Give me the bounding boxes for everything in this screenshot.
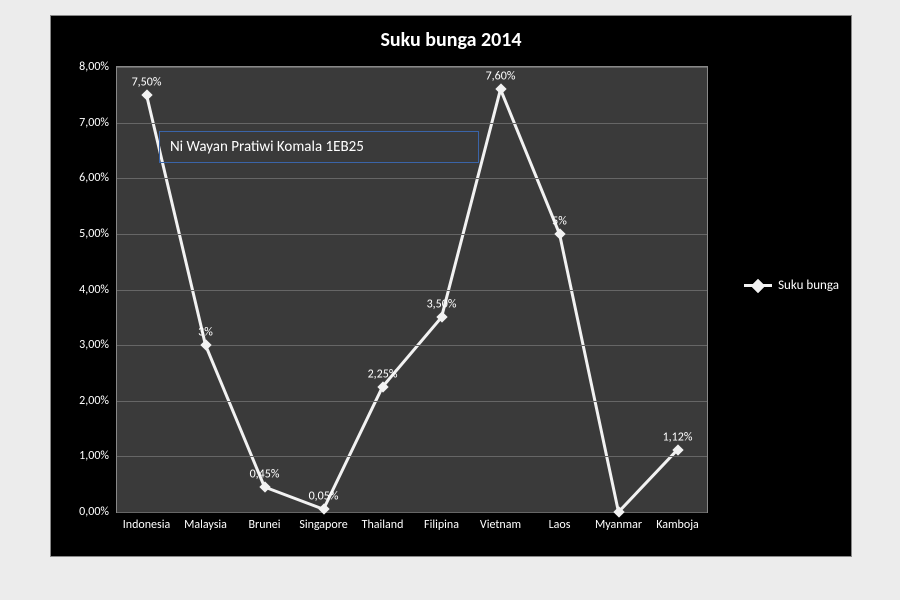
- x-tick-label: Malaysia: [184, 512, 227, 532]
- data-label: 3,50%: [427, 298, 457, 312]
- y-tick-label: 6,00%: [79, 171, 117, 185]
- data-label: 7,50%: [132, 75, 162, 89]
- x-tick-label: Thailand: [362, 512, 404, 532]
- y-tick-label: 3,00%: [79, 338, 117, 352]
- gridline: [117, 123, 707, 124]
- chart-frame: Suku bunga 2014 0,00% 1,00% 2,00% 3,00% 4,00…: [50, 15, 852, 557]
- legend: Suku bunga: [744, 278, 839, 293]
- y-tick-label: 0,00%: [79, 505, 117, 519]
- x-tick-label: Kamboja: [656, 512, 699, 532]
- x-tick-label: Vietnam: [480, 512, 521, 532]
- data-label: 7,60%: [486, 70, 516, 84]
- legend-marker: [744, 284, 772, 287]
- data-label: 0,45%: [250, 467, 280, 481]
- gridline: [117, 234, 707, 235]
- overlay-text: Ni Wayan Pratiwi Komala 1EB25: [170, 138, 364, 156]
- overlay-text-box: Ni Wayan Pratiwi Komala 1EB25: [159, 131, 479, 163]
- gridline: [117, 67, 707, 68]
- y-tick-label: 5,00%: [79, 227, 117, 241]
- data-label: 1,12%: [663, 430, 693, 444]
- y-tick-label: 8,00%: [79, 60, 117, 74]
- legend-label: Suku bunga: [778, 278, 839, 293]
- y-tick-label: 1,00%: [79, 449, 117, 463]
- x-tick-label: Filipina: [424, 512, 459, 532]
- y-tick-label: 7,00%: [79, 116, 117, 130]
- gridline: [117, 401, 707, 402]
- y-tick-label: 4,00%: [79, 283, 117, 297]
- data-label: 5%: [552, 214, 567, 228]
- gridline: [117, 178, 707, 179]
- data-label: 2,25%: [368, 367, 398, 381]
- gridline: [117, 456, 707, 457]
- chart-title: Suku bunga 2014: [51, 16, 851, 52]
- x-tick-label: Indonesia: [123, 512, 170, 532]
- x-tick-label: Laos: [549, 512, 571, 532]
- gridline: [117, 290, 707, 291]
- data-label: 0,05%: [309, 490, 339, 504]
- data-label: 3%: [198, 326, 213, 340]
- x-tick-label: Brunei: [248, 512, 280, 532]
- y-tick-label: 2,00%: [79, 394, 117, 408]
